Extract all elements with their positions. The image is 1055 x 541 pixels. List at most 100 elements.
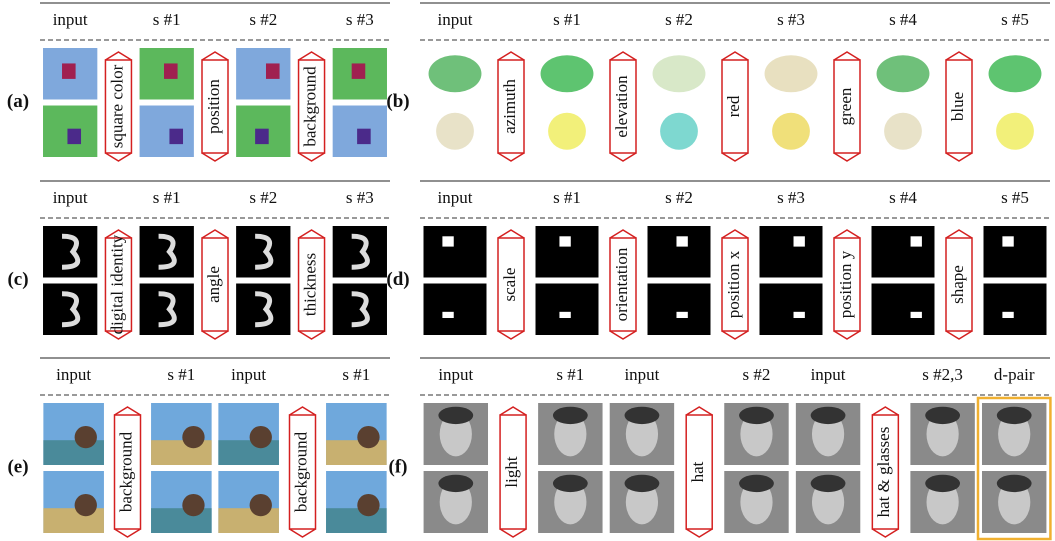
image-column bbox=[535, 226, 599, 335]
teapot bbox=[764, 55, 818, 93]
teapot bbox=[428, 55, 482, 93]
panel-label: (a) bbox=[7, 91, 29, 112]
column-header: s #3 bbox=[777, 10, 805, 29]
square bbox=[169, 128, 184, 145]
image-column bbox=[609, 403, 675, 533]
teapot bbox=[540, 55, 594, 93]
swap-box bbox=[297, 237, 326, 332]
sprite bbox=[910, 311, 922, 319]
image-column bbox=[647, 226, 711, 335]
swap-box bbox=[945, 59, 973, 154]
ground bbox=[151, 440, 212, 465]
column-header: s #2,3 bbox=[922, 365, 963, 384]
swap-arrow bbox=[499, 406, 527, 538]
column-header: s #3 bbox=[346, 188, 374, 207]
image-column bbox=[423, 403, 489, 533]
swap-arrow bbox=[201, 229, 229, 340]
swap-box bbox=[945, 237, 973, 332]
column-header: s #2 bbox=[249, 10, 277, 29]
swap-arrow bbox=[945, 229, 973, 340]
image-column bbox=[43, 403, 104, 533]
swap-box bbox=[721, 59, 749, 154]
person bbox=[357, 493, 380, 517]
image bbox=[759, 226, 823, 278]
sprite bbox=[793, 311, 805, 319]
column-header: s #3 bbox=[777, 188, 805, 207]
swap-label: blue bbox=[948, 92, 967, 121]
hair bbox=[438, 474, 474, 493]
image bbox=[647, 226, 711, 278]
swap-arrow bbox=[609, 229, 637, 340]
image-column bbox=[236, 226, 291, 335]
swap-label: azimuth bbox=[500, 79, 519, 134]
image-column bbox=[871, 48, 935, 157]
teapot bbox=[876, 55, 930, 93]
column-header: s #2 bbox=[665, 10, 693, 29]
digit bbox=[255, 233, 274, 270]
digit bbox=[351, 233, 370, 270]
hair bbox=[438, 406, 474, 425]
swap-box bbox=[104, 237, 133, 332]
ground bbox=[218, 508, 279, 533]
square bbox=[357, 128, 371, 145]
image bbox=[236, 48, 291, 100]
swap-arrow bbox=[497, 229, 525, 340]
square bbox=[62, 63, 76, 79]
column-header: s #2 bbox=[665, 188, 693, 207]
swap-box bbox=[201, 59, 229, 154]
hair bbox=[739, 406, 774, 425]
column-header: s #1 bbox=[553, 10, 581, 29]
swap-label: background bbox=[300, 66, 319, 147]
column-header: s #2 bbox=[249, 188, 277, 207]
square bbox=[265, 63, 280, 79]
image-column bbox=[981, 403, 1047, 533]
swap-box bbox=[871, 414, 900, 530]
swap-label: thickness bbox=[300, 253, 319, 316]
swap-box bbox=[609, 59, 637, 154]
column-header: s #1 bbox=[342, 365, 370, 384]
sprite bbox=[910, 236, 922, 247]
swap-arrow bbox=[721, 51, 749, 162]
column-header: s #1 bbox=[153, 10, 181, 29]
sprite bbox=[559, 311, 571, 319]
image bbox=[139, 105, 194, 157]
teapot bbox=[652, 55, 706, 93]
swap-label: light bbox=[502, 456, 521, 487]
column-header: s #1 bbox=[153, 188, 181, 207]
highlight-box bbox=[976, 396, 1052, 541]
column-header: input bbox=[624, 365, 659, 384]
sprite bbox=[676, 236, 688, 247]
teapot bbox=[548, 112, 586, 150]
image bbox=[647, 283, 711, 335]
swap-label: background bbox=[291, 431, 310, 512]
column-header: input bbox=[438, 188, 473, 207]
swap-box bbox=[497, 237, 525, 332]
digit bbox=[158, 233, 177, 270]
column-header: input bbox=[811, 365, 846, 384]
column-header: s #3 bbox=[346, 10, 374, 29]
teapot bbox=[660, 112, 698, 150]
column-header: s #5 bbox=[1001, 10, 1029, 29]
ground bbox=[43, 440, 104, 465]
square bbox=[164, 63, 178, 79]
image-column bbox=[326, 403, 387, 533]
image bbox=[423, 283, 487, 335]
image bbox=[983, 283, 1047, 335]
square bbox=[67, 128, 82, 145]
hair bbox=[624, 406, 660, 425]
column-header: input bbox=[438, 365, 473, 384]
swap-label: position x bbox=[724, 250, 743, 318]
swap-arrow bbox=[721, 229, 749, 340]
image bbox=[983, 226, 1047, 278]
swap-box bbox=[833, 59, 861, 154]
column-header: s #1 bbox=[556, 365, 584, 384]
swap-box bbox=[685, 414, 713, 530]
hair bbox=[996, 406, 1032, 425]
hair bbox=[996, 474, 1032, 493]
image-column bbox=[423, 226, 487, 335]
column-header: s #1 bbox=[167, 365, 195, 384]
column-header: input bbox=[53, 10, 88, 29]
image-column bbox=[983, 48, 1047, 157]
swap-label: orientation bbox=[612, 247, 631, 321]
